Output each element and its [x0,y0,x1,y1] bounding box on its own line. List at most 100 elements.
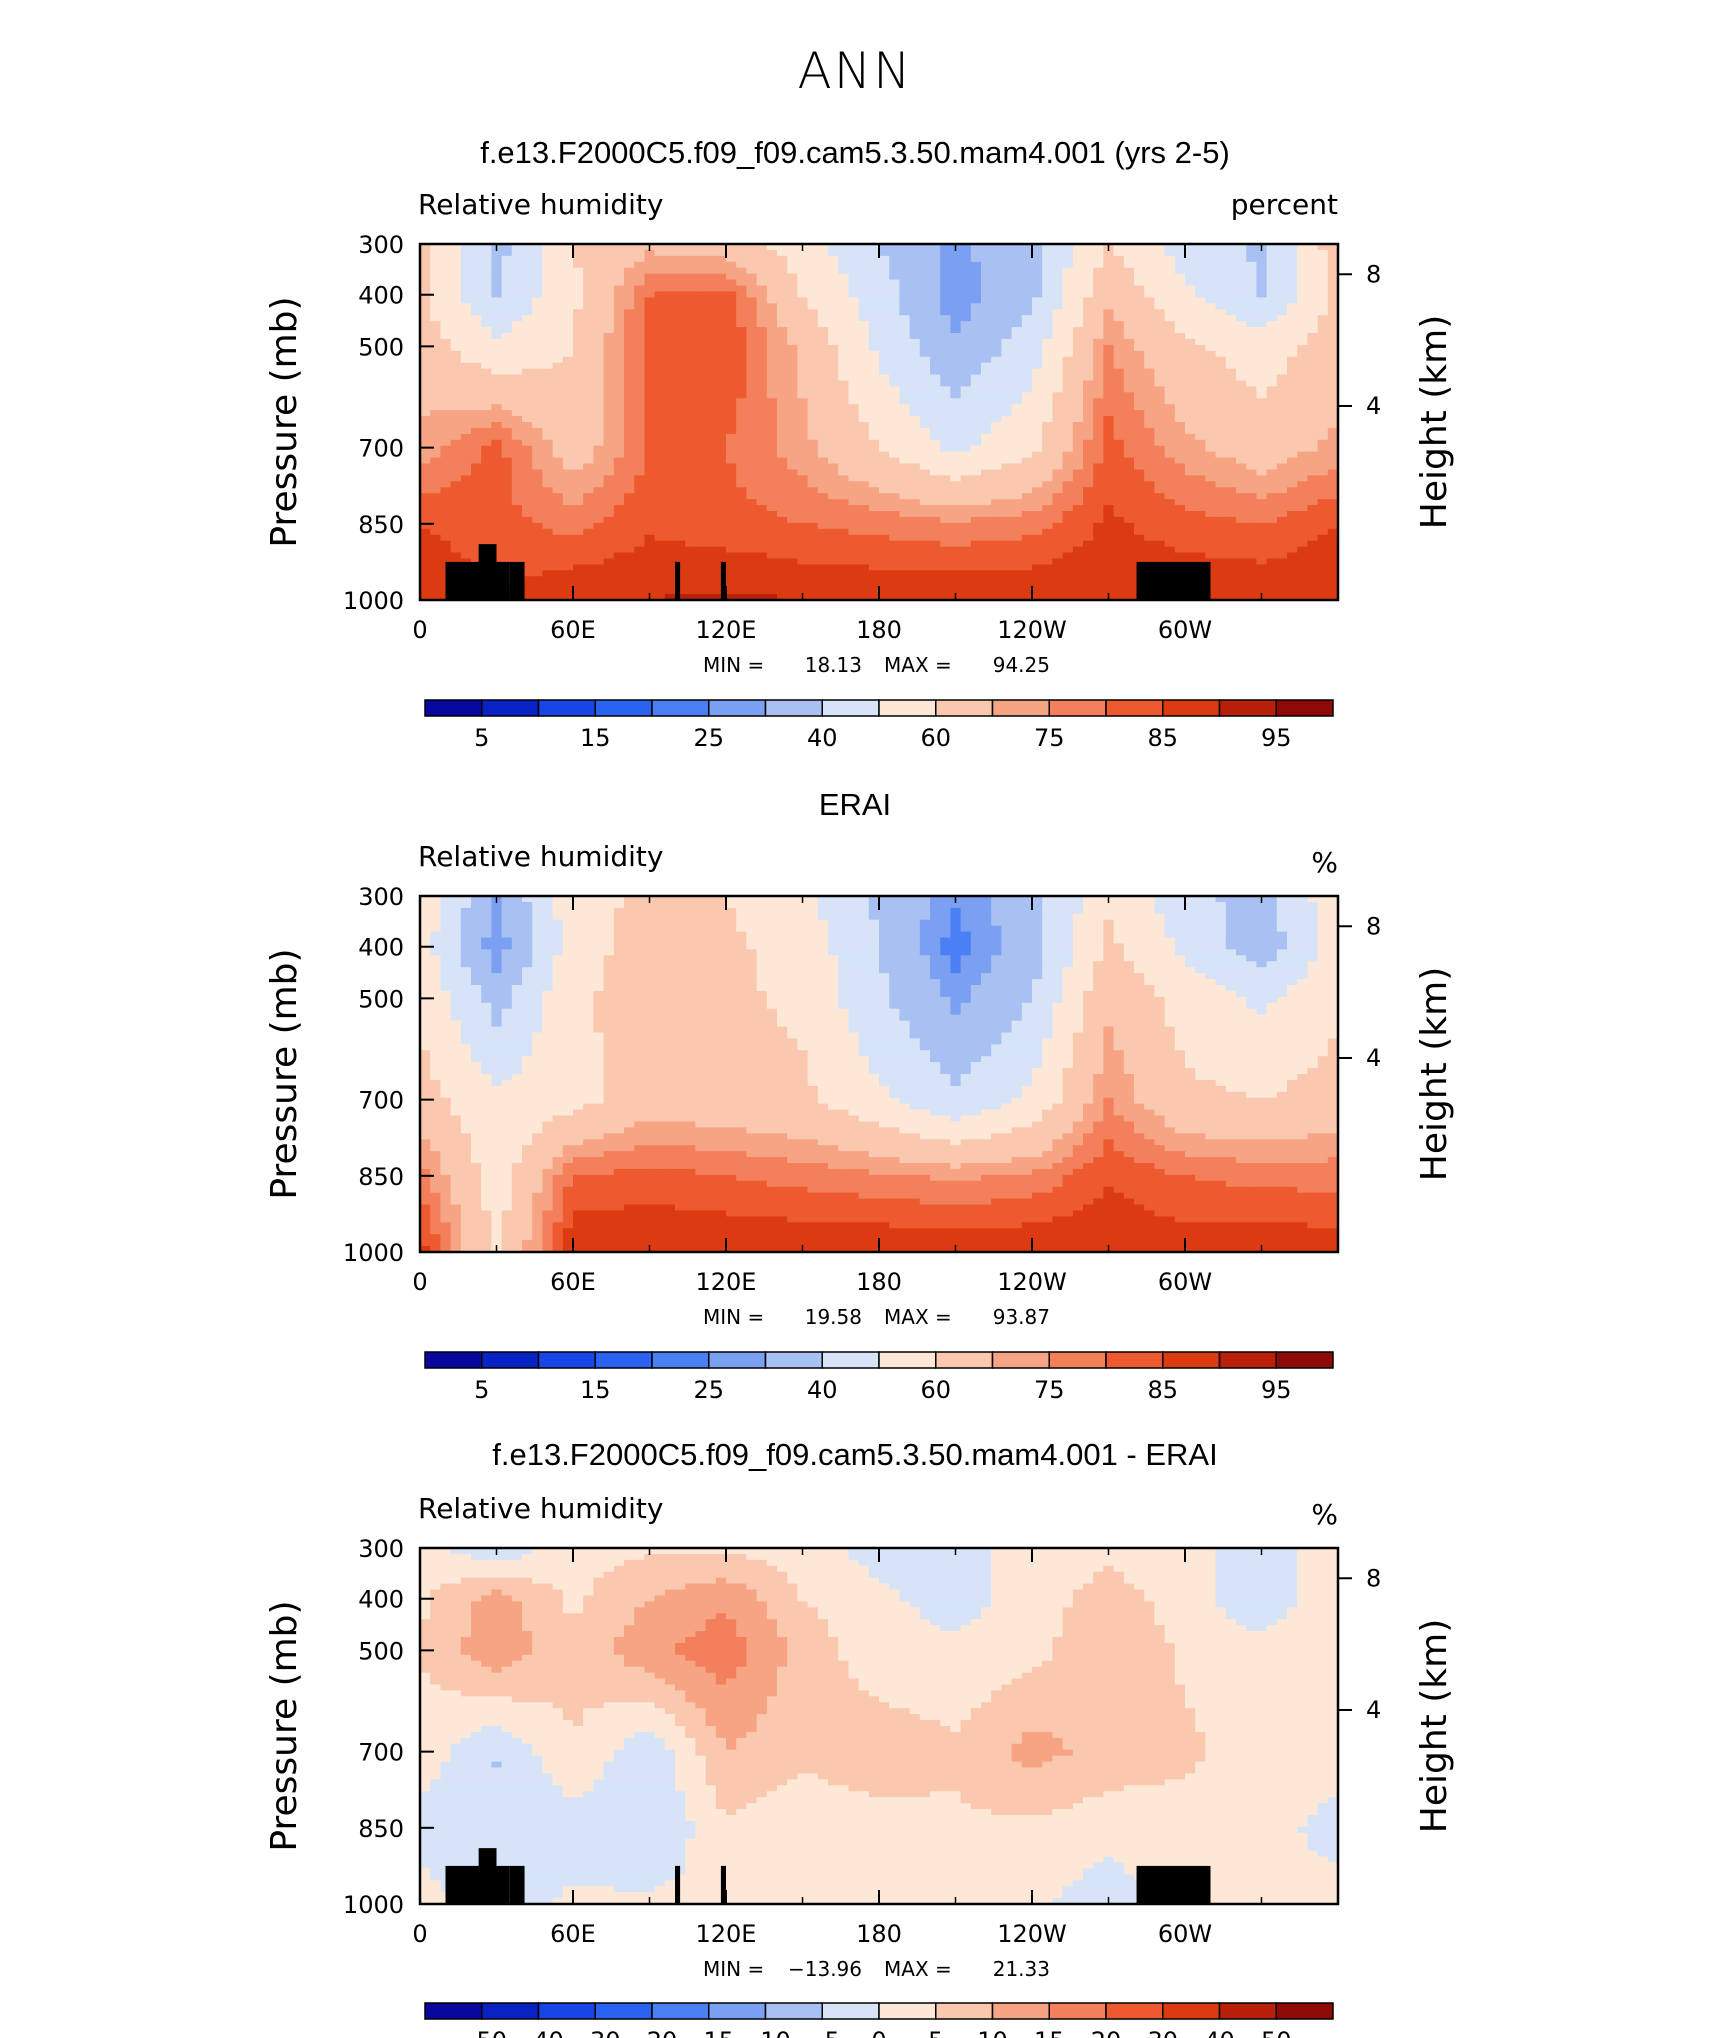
max-value: 94.25 [993,653,1050,677]
colorbar-label: 40 [807,1376,838,1404]
x-tick-label: 120W [997,1268,1067,1296]
colorbar-box [594,2002,653,2020]
y2-axis-label: Height (km) [1414,967,1455,1181]
contour-plot: Relative humidity % 300 400 500 700 850 1000 0… [264,840,1455,1404]
page-title: ANN [797,42,913,100]
y-tick-label: 500 [358,985,404,1013]
colorbar-label: −30 [570,2027,621,2038]
colorbar-box [1218,2002,1277,2020]
field-fill [420,1548,1339,1905]
land-block [509,561,525,600]
y2-tick-label: 4 [1366,1044,1381,1072]
colorbar-label: 15 [580,724,611,752]
colorbar-label: 60 [920,1376,951,1404]
colorbar-label: 5 [474,724,489,752]
max-value: 21.33 [993,1957,1050,1981]
y-tick-label: 850 [358,511,404,539]
y-tick-label: 700 [358,1739,404,1767]
y-tick-label: 300 [358,1535,404,1563]
y-axis-label: Pressure (mb) [264,948,305,1199]
max-label: MAX = [884,1957,952,1981]
y2-axis-label: Height (km) [1414,1619,1455,1833]
colorbar-label: 25 [693,724,724,752]
x-tick-label: 120W [997,1920,1067,1948]
colorbar-label: 5 [474,1376,489,1404]
colorbar-label: 75 [1034,724,1065,752]
colorbar-box [424,2002,483,2020]
colorbar-box [991,2002,1050,2020]
min-label: MIN = [703,653,764,677]
x-tick-label: 120E [696,1268,757,1296]
colorbar-box [537,2002,596,2020]
colorbar-label: 15 [1034,2027,1065,2038]
variable-label: Relative humidity [418,188,663,221]
x-tick-label: 60E [550,1268,596,1296]
panel-title: f.e13.F2000C5.f09_f09.cam5.3.50.mam4.001… [492,1437,1218,1472]
y-tick-label: 400 [358,934,404,962]
y-axis-label: Pressure (mb) [264,296,305,547]
colorbar-box [821,2002,880,2020]
y-tick-label: 1000 [343,1239,404,1267]
land-block [478,544,497,600]
panel-title: f.e13.F2000C5.f09_f09.cam5.3.50.mam4.001… [480,135,1230,170]
colorbar-box [1048,2002,1107,2020]
colorbar-label: −50 [456,2027,507,2038]
max-value: 93.87 [993,1305,1050,1329]
field-fill [420,896,1339,1253]
colorbar-label: −5 [805,2027,840,2038]
colorbar-label: −20 [627,2027,678,2038]
colorbar-box [1275,1351,1334,1369]
y-tick-label: 400 [358,1586,404,1614]
colorbar-box [764,2002,823,2020]
colorbar-box [481,2002,540,2020]
max-label: MAX = [884,1305,952,1329]
colorbar-box [878,2002,937,2020]
y-tick-label: 700 [358,435,404,463]
colorbar-label: 10 [977,2027,1008,2038]
colorbar: 5 15 25 40 60 75 85 95 [424,699,1334,752]
x-tick-label: 120E [696,1920,757,1948]
min-value: −13.96 [788,1957,862,1981]
x-tick-label: 180 [856,616,902,644]
land-block [720,561,726,600]
land-block [445,561,510,600]
units-label: % [1311,846,1338,879]
x-tick-label: 0 [412,1920,427,1948]
y-tick-label: 850 [358,1163,404,1191]
x-tick-label: 120E [696,616,757,644]
units-label: % [1311,1498,1338,1531]
colorbar-label: −40 [513,2027,564,2038]
x-tick-label: 60E [550,616,596,644]
y2-axis-label: Height (km) [1414,315,1455,529]
y-tick-label: 300 [358,883,404,911]
colorbar-box [708,2002,767,2020]
land-block [675,561,681,600]
colorbar-box [1275,2002,1334,2020]
colorbar-label: −15 [683,2027,734,2038]
min-label: MIN = [703,1957,764,1981]
colorbar-label: 40 [807,724,838,752]
y2-tick-label: 4 [1366,392,1381,420]
max-label: MAX = [884,653,952,677]
colorbar-label: −10 [740,2027,791,2038]
y-tick-label: 1000 [343,587,404,615]
land-block [1136,561,1211,600]
colorbar: −50−40−30−20−15−10−505101520304050 [424,2002,1334,2038]
colorbar-label: 50 [1261,2027,1292,2038]
min-label: MIN = [703,1305,764,1329]
min-value: 19.58 [805,1305,862,1329]
x-tick-label: 180 [856,1920,902,1948]
x-tick-label: 60E [550,1920,596,1948]
y-tick-label: 500 [358,333,404,361]
land-block [509,1865,525,1904]
y2-tick-label: 8 [1366,260,1381,288]
colorbar-label: 95 [1261,724,1292,752]
field-fill [420,244,1339,601]
land-mask [445,544,1211,600]
colorbar-box [1275,699,1334,717]
y-axis-label: Pressure (mb) [264,1600,305,1851]
x-tick-label: 180 [856,1268,902,1296]
y-tick-label: 500 [358,1637,404,1665]
colorbar-label: 85 [1147,1376,1178,1404]
